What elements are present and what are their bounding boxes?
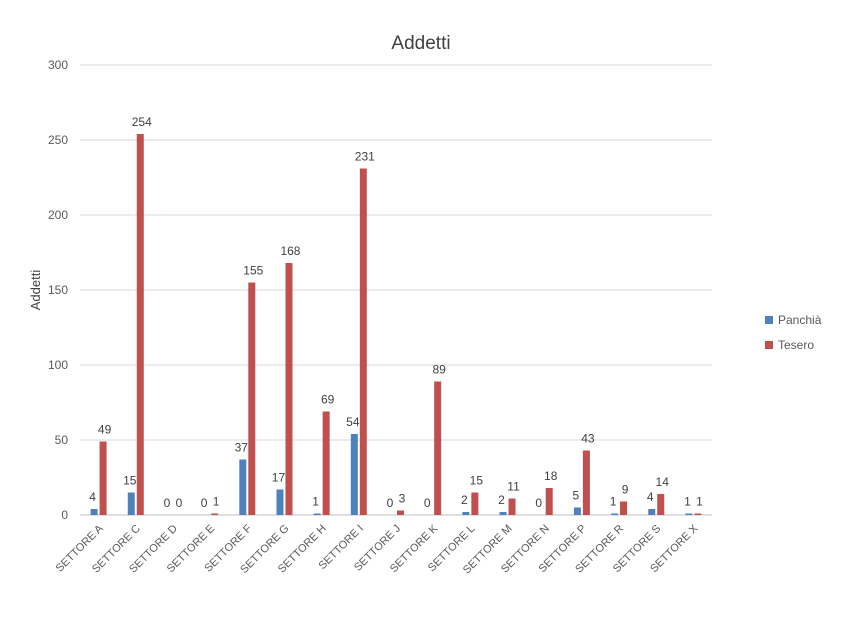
bar-tesero — [545, 488, 553, 515]
data-label: 3 — [399, 492, 406, 506]
bar-panchia — [350, 434, 358, 515]
data-label: 0 — [424, 496, 431, 510]
bar-tesero — [620, 501, 628, 515]
data-label: 54 — [346, 415, 360, 429]
bar-panchia — [276, 489, 284, 515]
data-label: 155 — [243, 264, 263, 278]
data-label: 89 — [432, 363, 446, 377]
bar-tesero — [694, 513, 702, 515]
y-axis-label: Addetti — [28, 270, 43, 311]
y-tick-label: 100 — [48, 358, 68, 372]
data-label: 1 — [696, 495, 703, 509]
data-label: 4 — [647, 490, 654, 504]
data-label: 1 — [213, 495, 220, 509]
data-label: 1 — [684, 495, 691, 509]
data-label: 1 — [610, 495, 617, 509]
bar-tesero — [248, 282, 256, 515]
data-label: 0 — [535, 496, 542, 510]
data-label: 168 — [280, 244, 300, 258]
legend-swatch — [765, 341, 773, 349]
data-label: 0 — [387, 496, 394, 510]
bar-panchia — [573, 507, 581, 515]
data-label: 0 — [201, 496, 208, 510]
legend-swatch — [765, 316, 773, 324]
legend-label: Tesero — [778, 338, 814, 352]
bar-panchia — [239, 459, 247, 515]
data-label: 15 — [470, 474, 484, 488]
bar-panchia — [313, 513, 321, 515]
bar-panchia — [648, 509, 656, 515]
bar-tesero — [508, 498, 516, 515]
bar-panchia — [611, 513, 619, 515]
data-label: 0 — [164, 496, 171, 510]
y-tick-label: 200 — [48, 208, 68, 222]
data-label: 231 — [355, 150, 375, 164]
bars — [90, 134, 702, 515]
bar-tesero — [582, 450, 590, 515]
data-label: 69 — [321, 393, 335, 407]
bar-tesero — [136, 134, 144, 515]
data-label: 5 — [573, 489, 580, 503]
bar-panchia — [499, 512, 507, 515]
bar-tesero — [434, 381, 442, 515]
data-label: 2 — [498, 493, 505, 507]
data-label: 18 — [544, 469, 558, 483]
data-label: 2 — [461, 493, 468, 507]
data-label: 254 — [132, 115, 152, 129]
gridlines — [80, 64, 712, 516]
data-label: 37 — [235, 441, 249, 455]
bar-tesero — [359, 168, 367, 515]
data-label: 17 — [272, 471, 286, 485]
bar-tesero — [99, 441, 107, 515]
bar-tesero — [397, 510, 404, 515]
bar-tesero — [322, 411, 330, 515]
y-tick-label: 150 — [48, 283, 68, 297]
bar-tesero — [211, 513, 219, 515]
legend-label: Panchià — [778, 313, 822, 327]
chart-title: Addetti — [391, 33, 450, 54]
bar-panchia — [685, 513, 693, 515]
bar-panchia — [127, 492, 135, 515]
bar-panchia — [462, 512, 470, 515]
bar-panchia — [90, 509, 98, 515]
data-label: 9 — [622, 483, 629, 497]
data-label: 43 — [581, 432, 595, 446]
data-label: 49 — [98, 423, 112, 437]
bar-tesero — [285, 263, 293, 515]
y-tick-label: 300 — [48, 58, 68, 72]
y-tick-label: 50 — [55, 433, 69, 447]
bar-tesero — [657, 494, 665, 515]
data-label: 1 — [312, 495, 319, 509]
data-label: 15 — [123, 474, 137, 488]
data-label: 14 — [656, 475, 670, 489]
y-tick-label: 0 — [61, 508, 68, 522]
y-tick-label: 250 — [48, 133, 68, 147]
legend: Panchià Tesero — [765, 313, 822, 352]
data-label: 0 — [176, 496, 183, 510]
data-label: 11 — [507, 480, 520, 494]
data-label: 4 — [89, 490, 96, 504]
y-axis-ticks: 0 50 100 150 200 250 300 — [48, 58, 68, 522]
bar-tesero — [471, 492, 479, 515]
